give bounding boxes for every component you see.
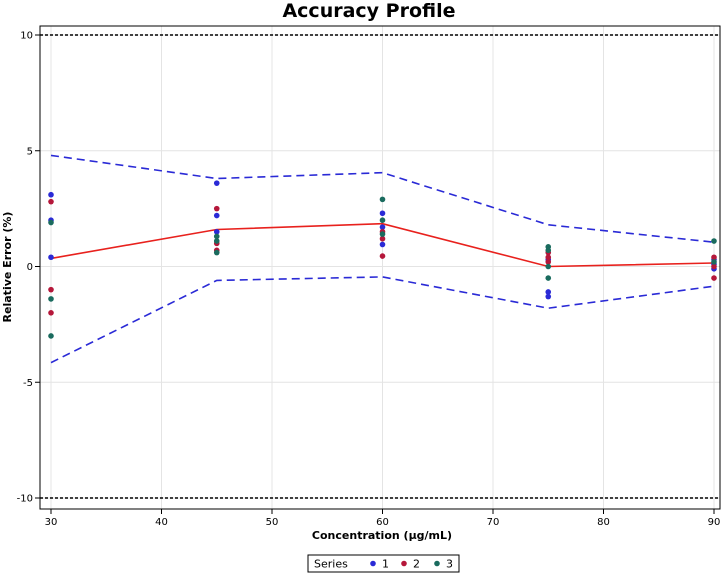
data-point-series-2	[48, 286, 54, 293]
data-point-series-1	[213, 228, 220, 235]
data-point-series-1	[48, 191, 54, 198]
data-point-series-1	[545, 289, 552, 295]
legend-title: Series	[314, 558, 348, 571]
data-point-series-3	[545, 263, 552, 270]
y-tick-label: -5	[23, 378, 33, 389]
data-point-series-2	[545, 259, 552, 265]
y-tick-label: 0	[27, 262, 33, 273]
y-tick-label: -10	[17, 494, 33, 505]
data-point-series-3	[48, 219, 54, 226]
data-point-series-2	[711, 275, 717, 281]
legend-label-series-1: 1	[382, 558, 389, 571]
data-point-series-2	[711, 263, 717, 270]
legend: Series 1 2 3	[307, 554, 460, 573]
data-point-series-3	[379, 217, 386, 223]
data-point-series-2	[48, 310, 54, 316]
x-axis-label: Concentration (μg/mL)	[312, 529, 452, 542]
y-axis-label: Relative Error (%)	[1, 212, 14, 323]
x-tick-label: 90	[708, 517, 721, 528]
x-tick-label: 70	[487, 517, 500, 528]
legend-marker-series-3	[434, 560, 440, 567]
data-points	[48, 180, 717, 339]
data-point-series-3	[711, 259, 717, 265]
data-point-series-1	[379, 210, 386, 217]
data-point-series-3	[213, 238, 220, 244]
data-point-series-2	[48, 198, 54, 205]
data-point-series-1	[379, 241, 386, 248]
plot-frame	[39, 25, 721, 510]
y-tick-label: 5	[27, 146, 33, 157]
data-point-series-2	[379, 253, 386, 259]
data-point-series-3	[711, 238, 717, 244]
data-point-series-3	[379, 231, 386, 237]
data-point-series-3	[213, 233, 220, 240]
x-tick-label: 80	[597, 517, 610, 528]
data-point-series-2	[213, 205, 220, 212]
legend-label-series-2: 2	[413, 558, 420, 571]
data-point-series-1	[48, 254, 54, 261]
x-tick-label: 30	[45, 517, 58, 528]
y-tick-label: 10	[20, 31, 33, 42]
chart-title: Accuracy Profile	[282, 0, 455, 22]
legend-box	[307, 554, 460, 573]
grid-lines	[40, 26, 720, 509]
legend-label-series-3: 3	[446, 558, 453, 571]
legend-marker-series-1	[370, 560, 376, 567]
data-point-series-3	[213, 249, 220, 256]
axis-ticks: 30 40 50 60 70 80 90 -10 -5 0 5 10	[17, 31, 721, 529]
x-tick-label: 40	[155, 517, 168, 528]
mean-bias-line	[50, 222, 715, 268]
data-point-series-3	[48, 296, 54, 302]
x-tick-label: 50	[266, 517, 279, 528]
data-point-series-3	[545, 247, 552, 254]
data-point-series-2	[379, 235, 386, 242]
data-point-series-1	[213, 212, 220, 219]
data-point-series-1	[545, 293, 552, 300]
data-point-series-2	[545, 254, 552, 261]
data-point-series-3	[379, 196, 386, 203]
data-point-series-1	[213, 180, 220, 186]
upper-tolerance-line	[50, 154, 715, 243]
data-point-series-3	[48, 333, 54, 339]
acceptance-limits	[40, 34, 720, 499]
profile-lines	[50, 154, 715, 364]
legend-marker-series-2	[401, 560, 407, 567]
x-tick-label: 60	[376, 517, 389, 528]
data-point-series-1	[379, 224, 386, 230]
data-point-series-2	[711, 254, 717, 261]
lower-tolerance-line	[50, 276, 715, 364]
data-point-series-3	[545, 275, 552, 281]
